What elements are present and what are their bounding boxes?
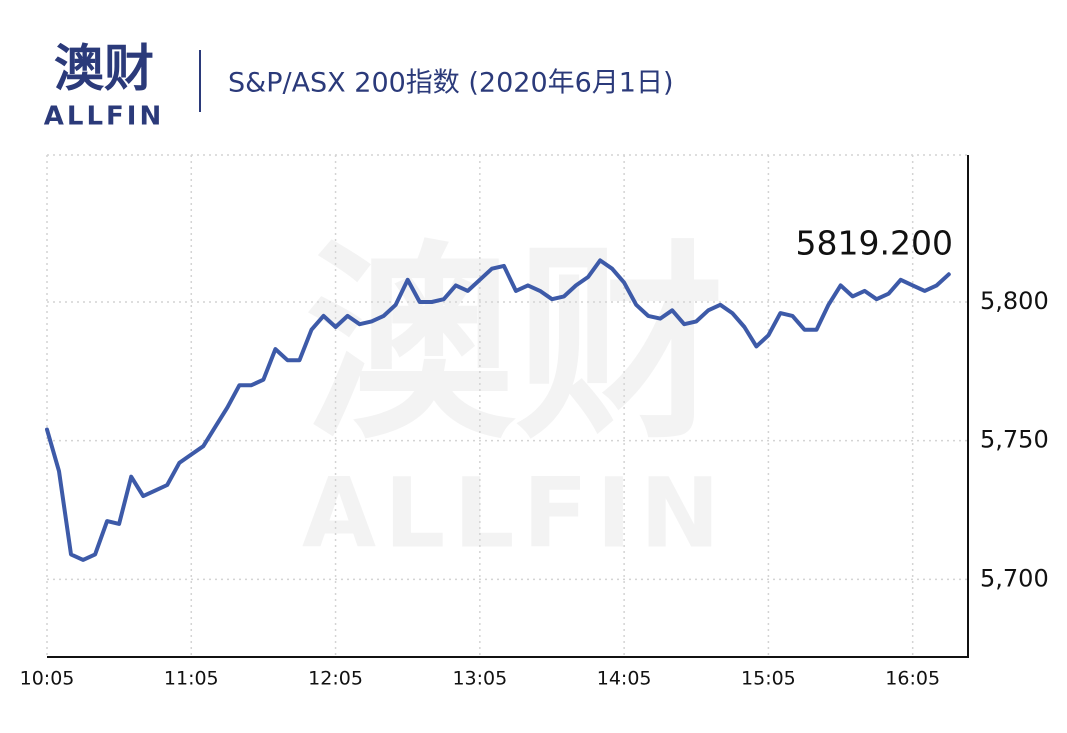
logo-sub: ALLFIN [44, 102, 164, 132]
logo-name: 澳财 [54, 40, 154, 98]
x-tick-label: 12:05 [308, 668, 363, 690]
x-tick-label: 15:05 [741, 668, 796, 690]
y-tick-label: 5,800 [980, 287, 1049, 315]
x-tick-label: 16:05 [885, 668, 940, 690]
y-tick-label: 5,700 [980, 564, 1049, 592]
price-line [45, 258, 951, 562]
x-tick-label: 11:05 [164, 668, 219, 690]
chart-title: S&P/ASX 200指数 (2020年6月1日) [228, 68, 674, 99]
x-tick-label: 14:05 [597, 668, 652, 690]
watermark-sub: ALLFIN [302, 457, 728, 569]
last-value-annotation: 5819.200 [796, 224, 953, 263]
x-tick-label: 13:05 [452, 668, 507, 690]
y-tick-label: 5,750 [980, 426, 1049, 454]
x-tick-label: 10:05 [20, 668, 75, 690]
watermark: 澳财 [305, 223, 725, 468]
